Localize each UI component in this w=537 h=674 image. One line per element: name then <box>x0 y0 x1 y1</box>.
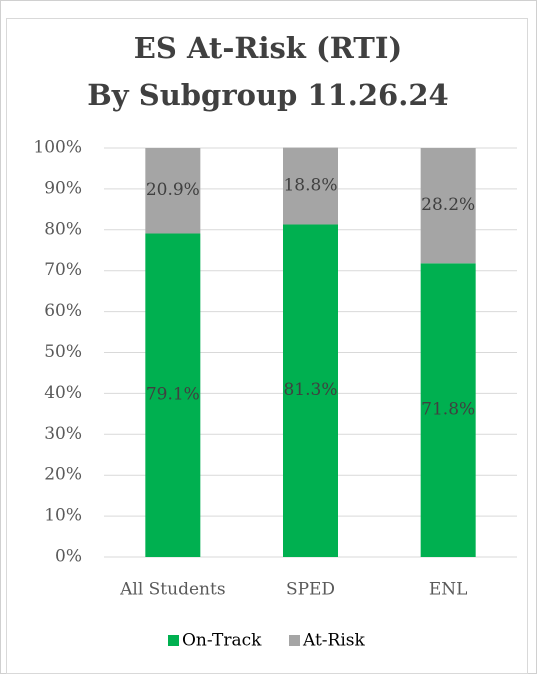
bar-segment <box>420 263 476 557</box>
bar-segment <box>145 233 201 557</box>
y-tick-label: 40% <box>44 383 82 403</box>
y-tick-label: 50% <box>44 342 82 362</box>
y-tick-label: 10% <box>44 506 82 526</box>
y-tick-label: 90% <box>44 178 82 198</box>
legend-swatch <box>289 635 300 646</box>
chart-title: ES At-Risk (RTI) <box>134 31 402 65</box>
x-tick-label: ENL <box>429 580 468 600</box>
legend-label: On-Track <box>182 631 262 651</box>
legend-label: At-Risk <box>302 631 366 651</box>
data-label: 81.3% <box>283 380 337 400</box>
data-label: 18.8% <box>283 176 337 196</box>
chart-title: By Subgroup 11.26.24 <box>87 78 448 112</box>
y-tick-label: 0% <box>55 547 82 567</box>
y-tick-label: 60% <box>44 301 82 321</box>
y-tick-label: 100% <box>33 138 82 158</box>
data-label: 71.8% <box>421 400 475 420</box>
bar-segment <box>420 148 476 264</box>
data-label: 79.1% <box>146 385 200 405</box>
bar-segment <box>283 224 338 557</box>
data-label: 28.2% <box>421 195 475 215</box>
x-tick-label: All Students <box>119 580 225 600</box>
y-tick-label: 80% <box>44 219 82 239</box>
bar-segment <box>283 147 338 225</box>
y-tick-label: 30% <box>44 424 82 444</box>
data-label: 20.9% <box>146 180 200 200</box>
y-tick-label: 20% <box>44 465 82 485</box>
bar-segment <box>145 148 201 234</box>
legend-swatch <box>168 635 179 646</box>
y-tick-label: 70% <box>44 260 82 280</box>
x-tick-label: SPED <box>286 580 335 600</box>
